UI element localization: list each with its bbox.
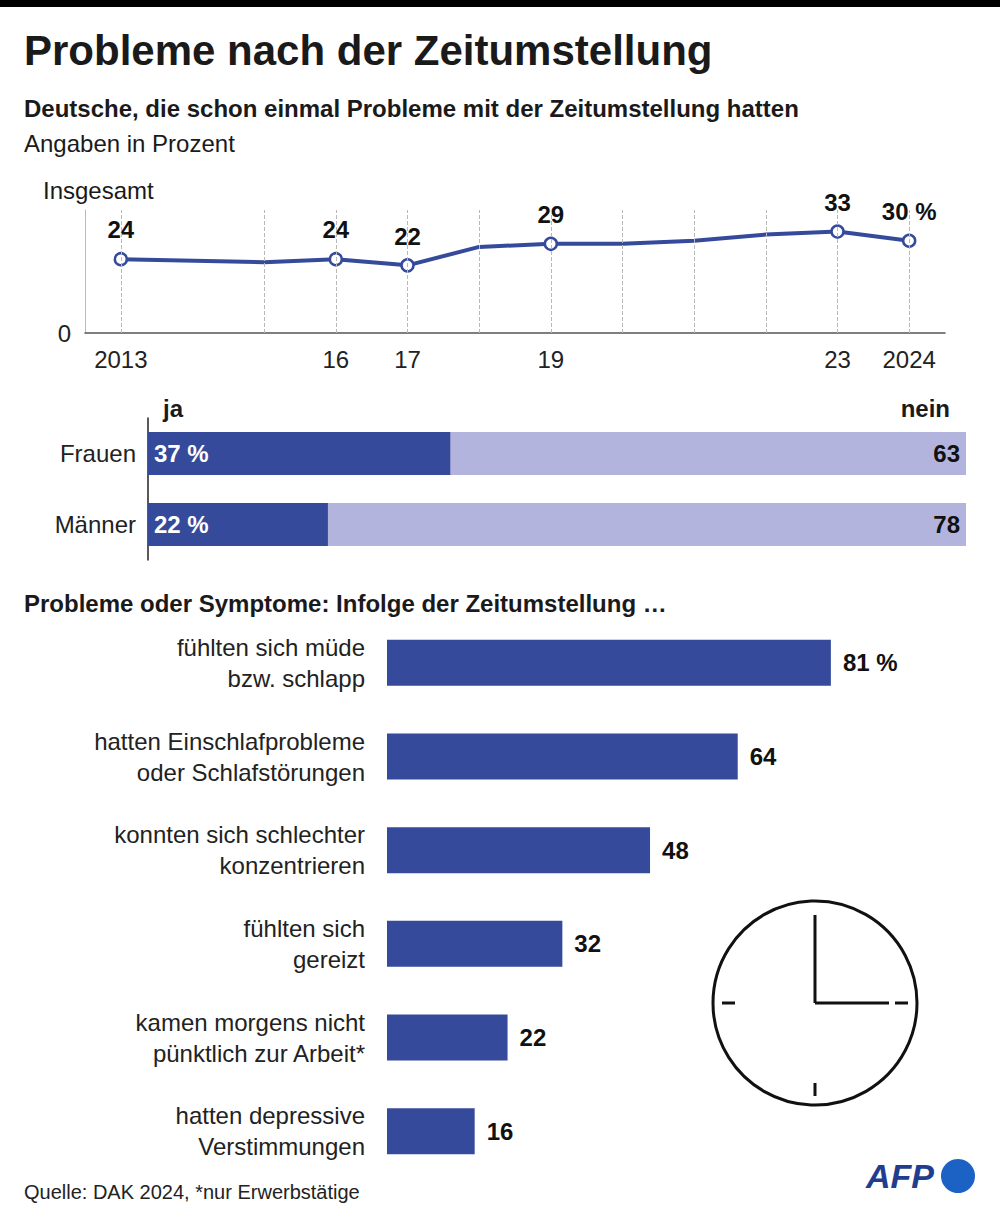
svg-text:hatten depressive: hatten depressive xyxy=(176,1102,365,1129)
svg-text:hatten Einschlafprobleme: hatten Einschlafprobleme xyxy=(94,728,365,755)
svg-text:19: 19 xyxy=(537,346,564,373)
svg-text:Männer: Männer xyxy=(55,511,136,538)
svg-text:pünktlich zur Arbeit*: pünktlich zur Arbeit* xyxy=(153,1040,365,1067)
svg-text:81 %: 81 % xyxy=(843,649,898,676)
svg-text:Frauen: Frauen xyxy=(60,440,136,467)
svg-text:22 %: 22 % xyxy=(154,511,209,538)
svg-text:24: 24 xyxy=(322,216,350,244)
svg-text:48: 48 xyxy=(662,837,689,864)
svg-text:AFP: AFP xyxy=(865,1157,934,1195)
svg-text:16: 16 xyxy=(487,1118,514,1145)
svg-text:Probleme oder Symptome: Infolg: Probleme oder Symptome: Infolge der Zeit… xyxy=(24,590,667,617)
svg-text:Angaben in Prozent: Angaben in Prozent xyxy=(24,130,235,157)
svg-text:2024: 2024 xyxy=(882,346,935,373)
svg-text:22: 22 xyxy=(520,1024,547,1051)
svg-text:oder Schlafstörungen: oder Schlafstörungen xyxy=(137,759,365,786)
svg-text:30 %: 30 % xyxy=(881,198,937,225)
svg-text:37 %: 37 % xyxy=(154,440,209,467)
svg-text:23: 23 xyxy=(824,346,851,373)
svg-text:Insgesamt: Insgesamt xyxy=(43,177,154,204)
svg-text:Probleme nach der Zeitumstellu: Probleme nach der Zeitumstellung xyxy=(24,27,712,74)
svg-text:konzentrieren: konzentrieren xyxy=(220,852,365,879)
svg-text:ja: ja xyxy=(162,395,184,422)
svg-text:78: 78 xyxy=(933,511,960,538)
svg-text:16: 16 xyxy=(322,346,349,373)
svg-text:63: 63 xyxy=(933,440,960,467)
svg-text:nein: nein xyxy=(901,395,950,422)
svg-text:17: 17 xyxy=(394,346,421,373)
svg-text:fühlten sich: fühlten sich xyxy=(244,915,365,942)
svg-text:konnten sich schlechter: konnten sich schlechter xyxy=(114,821,365,848)
svg-text:33: 33 xyxy=(824,188,851,216)
svg-text:Verstimmungen: Verstimmungen xyxy=(198,1133,365,1160)
svg-text:fühlten sich müde: fühlten sich müde xyxy=(177,634,365,661)
svg-text:Quelle: DAK 2024, *nur Erwerbs: Quelle: DAK 2024, *nur Erwerbstätige xyxy=(24,1181,360,1203)
svg-text:2013: 2013 xyxy=(94,346,147,373)
svg-text:32: 32 xyxy=(574,930,601,957)
svg-text:29: 29 xyxy=(537,201,564,228)
svg-text:bzw. schlapp: bzw. schlapp xyxy=(228,665,365,692)
svg-text:22: 22 xyxy=(394,222,421,250)
svg-text:kamen morgens nicht: kamen morgens nicht xyxy=(136,1009,366,1036)
svg-text:gereizt: gereizt xyxy=(293,946,365,973)
svg-text:64: 64 xyxy=(750,743,777,770)
svg-text:Deutsche, die schon einmal Pro: Deutsche, die schon einmal Probleme mit … xyxy=(24,95,799,122)
svg-text:24: 24 xyxy=(107,216,135,244)
svg-text:0: 0 xyxy=(58,320,71,347)
